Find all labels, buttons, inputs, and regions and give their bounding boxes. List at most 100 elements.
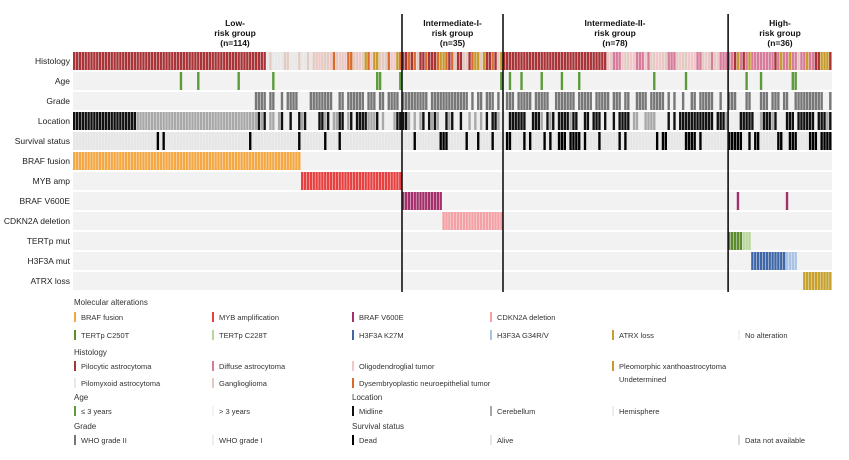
- cell: [442, 52, 445, 70]
- cell: [269, 52, 272, 70]
- cell: [393, 132, 396, 150]
- cell: [638, 172, 642, 190]
- cell: [292, 132, 295, 150]
- cell: [566, 252, 569, 270]
- cell: [722, 192, 725, 210]
- cell: [557, 72, 561, 90]
- cell: [471, 272, 474, 290]
- legend-label: Pleomorphic xanthoastrocytoma: [619, 361, 727, 371]
- cell: [148, 132, 151, 150]
- cell: [595, 92, 598, 110]
- cell: [246, 192, 249, 210]
- cell: [338, 192, 341, 210]
- legend-swatch: [352, 330, 354, 340]
- cell: [615, 212, 618, 230]
- cell: [658, 92, 662, 110]
- cell: [217, 172, 220, 190]
- cell: [335, 72, 339, 90]
- cell: [459, 212, 463, 230]
- cell: [488, 152, 491, 170]
- cell: [321, 132, 324, 150]
- cell: [249, 112, 252, 130]
- cell: [598, 72, 601, 90]
- cell: [251, 52, 255, 70]
- cell: [829, 172, 832, 190]
- cell: [667, 172, 670, 190]
- legend-histology-item: Pleomorphic xanthoastrocytoma: [612, 361, 726, 371]
- cell: [425, 132, 428, 150]
- cell: [635, 132, 639, 150]
- cell: [739, 212, 743, 230]
- cell: [523, 172, 526, 190]
- cell: [350, 212, 353, 230]
- legend-label: WHO grade II: [81, 435, 127, 445]
- cell: [503, 152, 506, 170]
- cell: [75, 232, 79, 250]
- cell: [165, 192, 168, 210]
- cell: [491, 192, 494, 210]
- cell: [808, 272, 812, 290]
- cell: [829, 232, 832, 250]
- cell: [211, 272, 214, 290]
- cell: [130, 72, 134, 90]
- cell: [174, 172, 177, 190]
- cell: [150, 192, 154, 210]
- cell: [358, 192, 362, 210]
- cell: [272, 112, 275, 130]
- cell: [119, 112, 122, 130]
- cell: [249, 152, 252, 170]
- cell: [329, 252, 333, 270]
- cell: [249, 272, 252, 290]
- cell: [624, 212, 627, 230]
- cell: [98, 252, 102, 270]
- cell: [777, 112, 780, 130]
- cell: [456, 232, 460, 250]
- cell: [104, 132, 108, 150]
- cell: [592, 112, 595, 130]
- cell: [624, 272, 627, 290]
- cell: [361, 212, 364, 230]
- cell: [618, 272, 621, 290]
- cell: [133, 52, 136, 70]
- cell: [814, 172, 818, 190]
- cell: [150, 152, 154, 170]
- cell: [113, 172, 116, 190]
- cell: [194, 252, 197, 270]
- cell: [491, 172, 494, 190]
- cell: [771, 72, 774, 90]
- cell: [378, 192, 382, 210]
- cell: [572, 172, 575, 190]
- cell: [84, 212, 87, 230]
- cell: [280, 72, 284, 90]
- cell: [266, 272, 269, 290]
- cell: [505, 72, 509, 90]
- legend-label: Data not available: [745, 435, 806, 445]
- cell: [647, 112, 650, 130]
- cell: [254, 232, 258, 250]
- cell: [162, 152, 165, 170]
- cell: [436, 252, 440, 270]
- cell: [578, 232, 581, 250]
- cell: [98, 192, 102, 210]
- cell: [373, 252, 376, 270]
- cell: [621, 272, 624, 290]
- cell: [122, 112, 125, 130]
- cell: [762, 152, 766, 170]
- cell: [396, 52, 399, 70]
- cell: [762, 192, 766, 210]
- cell: [601, 72, 604, 90]
- cell: [655, 172, 659, 190]
- cell: [777, 132, 780, 150]
- cell: [425, 152, 428, 170]
- cell: [661, 192, 665, 210]
- cell: [332, 92, 336, 110]
- cell: [549, 112, 552, 130]
- cell: [511, 132, 515, 150]
- cell: [292, 252, 295, 270]
- cell: [791, 192, 794, 210]
- cell: [439, 192, 442, 210]
- cell: [159, 232, 162, 250]
- cell: [771, 172, 774, 190]
- cell: [370, 272, 373, 290]
- cell: [292, 52, 295, 70]
